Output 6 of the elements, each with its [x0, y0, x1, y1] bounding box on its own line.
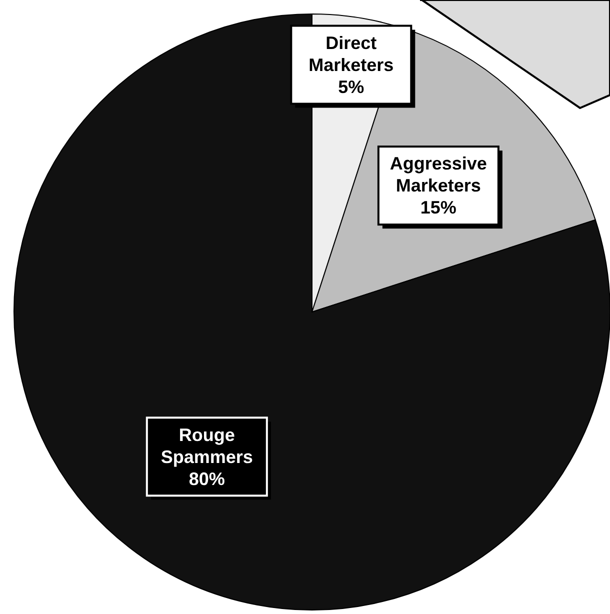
data-label: 15%: [420, 198, 456, 218]
data-label: 5%: [338, 76, 364, 97]
data-label: 80%: [188, 468, 225, 489]
slice-label: Direct Marketers: [308, 32, 394, 75]
slice-label: Aggressive Marketers: [390, 154, 487, 196]
slice-label: Rouge Spammers: [160, 424, 253, 467]
